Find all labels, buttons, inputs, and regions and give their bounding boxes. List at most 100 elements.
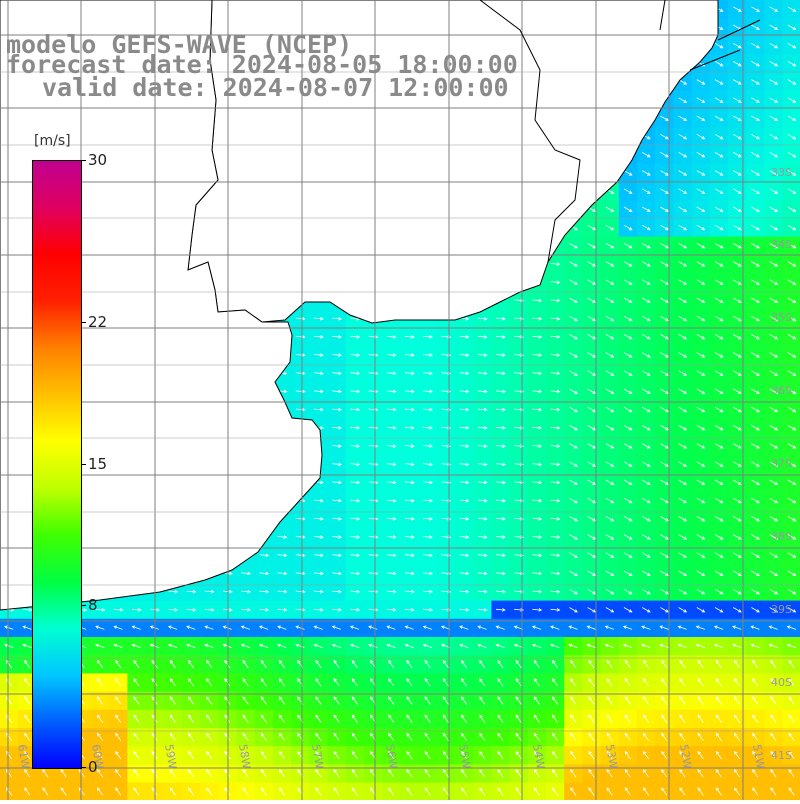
wind-arrow: [386, 462, 397, 467]
wind-arrow: [570, 750, 577, 760]
wind-arrow: [605, 279, 615, 285]
wind-arrow: [459, 426, 470, 430]
wind-arrow: [404, 553, 415, 558]
wind-arrow: [404, 480, 415, 485]
wind-arrow: [133, 769, 140, 778]
wind-speed-cell: [782, 764, 800, 784]
wind-arrow: [752, 659, 759, 669]
wind-arrow: [241, 608, 252, 612]
wind-arrow: [696, 97, 706, 103]
wind-arrow: [260, 769, 267, 778]
colorbar-tick-label: 0: [88, 758, 98, 776]
wind-speed-cell: [782, 109, 800, 128]
wind-arrow: [315, 769, 322, 778]
wind-arrow: [206, 769, 213, 778]
wind-arrow: [315, 696, 322, 705]
wind-arrow: [751, 133, 760, 140]
wind-arrow: [641, 625, 651, 630]
wind-arrow: [587, 279, 597, 285]
wind-arrow: [734, 787, 741, 796]
wind-arrow: [587, 443, 597, 449]
wind-arrow: [678, 352, 688, 358]
wind-arrow: [186, 625, 196, 630]
wind-arrow: [643, 714, 650, 723]
wind-arrow: [186, 589, 197, 594]
wind-arrow: [661, 769, 668, 778]
wind-arrow: [331, 625, 342, 630]
wind-arrow: [587, 570, 597, 576]
wind-arrow: [331, 643, 342, 648]
wind-arrow: [477, 335, 488, 339]
wind-arrow: [697, 696, 704, 705]
wind-arrow: [768, 643, 778, 648]
wind-speed-cell: [655, 782, 674, 802]
wind-arrow: [349, 643, 360, 648]
wind-arrow: [570, 678, 577, 687]
wind-arrow: [204, 589, 215, 594]
wind-speed-cell: [782, 709, 800, 729]
wind-arrow: [295, 608, 306, 612]
wind-speed-cell: [546, 782, 565, 802]
wind-arrow: [751, 570, 760, 576]
wind-arrow: [606, 750, 613, 760]
wind-arrow: [368, 517, 379, 521]
wind-arrow: [532, 407, 543, 412]
wind-arrow: [333, 678, 340, 687]
colorbar: [32, 160, 82, 769]
wind-arrow: [787, 224, 797, 231]
wind-arrow: [660, 370, 669, 376]
wind-arrow: [350, 571, 361, 576]
wind-arrow: [188, 659, 195, 669]
wind-arrow: [568, 625, 578, 630]
wind-arrow: [769, 479, 779, 485]
wind-arrow: [642, 261, 651, 267]
wind-arrow: [714, 497, 724, 504]
wind-arrow: [587, 352, 597, 358]
wind-arrow: [787, 97, 797, 103]
wind-arrow: [497, 750, 504, 760]
wind-arrow: [404, 335, 415, 339]
wind-arrow: [569, 388, 578, 394]
wind-arrow: [60, 787, 67, 796]
wind-arrow: [569, 279, 578, 285]
wind-arrow: [386, 608, 397, 612]
wind-arrow: [787, 588, 797, 595]
wind-arrow: [787, 570, 797, 576]
wind-arrow: [587, 261, 597, 267]
wind-arrow: [605, 315, 615, 322]
wind-arrow: [715, 714, 722, 723]
wind-arrow: [532, 553, 543, 558]
wind-arrow: [368, 353, 379, 357]
wind-arrow: [787, 425, 797, 431]
wind-arrow: [115, 659, 122, 669]
wind-arrow: [295, 407, 306, 412]
longitude-label: 56W: [383, 743, 400, 770]
wind-arrow: [622, 643, 633, 648]
wind-speed-cell: [291, 782, 310, 802]
wind-arrow: [715, 769, 722, 778]
wind-arrow: [642, 334, 651, 340]
wind-arrow: [423, 426, 434, 430]
colorbar-tick-mark: [81, 321, 86, 323]
wind-arrow: [660, 552, 669, 558]
wind-arrow: [733, 261, 742, 267]
wind-arrow: [115, 750, 122, 760]
wind-arrow: [769, 279, 779, 285]
wind-arrow: [752, 696, 759, 705]
wind-arrow: [242, 750, 249, 760]
wind-arrow: [97, 787, 104, 796]
wind-arrow: [605, 370, 615, 376]
longitude-label: 51W: [750, 743, 767, 770]
wind-arrow: [642, 188, 651, 194]
wind-arrow: [678, 133, 688, 140]
wind-arrow: [423, 462, 434, 467]
wind-arrow: [697, 750, 704, 760]
wind-arrow: [479, 787, 486, 796]
wind-arrow: [368, 625, 378, 630]
wind-arrow: [386, 426, 397, 430]
colorbar-tick-mark: [81, 767, 86, 768]
wind-speed-cell: [254, 782, 274, 802]
wind-arrow: [769, 42, 779, 49]
wind-arrow: [515, 714, 522, 723]
wind-arrow: [715, 787, 722, 796]
